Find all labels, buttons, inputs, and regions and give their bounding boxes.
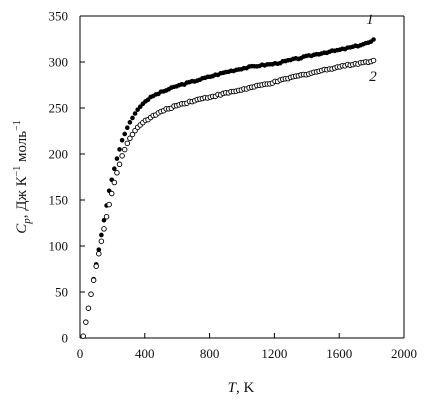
series-1-point	[145, 97, 151, 103]
series-1-point	[132, 111, 138, 116]
series-1-point	[119, 137, 125, 143]
series-2-point	[106, 201, 112, 208]
series-2-point	[114, 170, 120, 176]
y-tick-label: 50	[55, 285, 68, 300]
series-2-point	[124, 140, 131, 147]
series-1-point	[135, 107, 140, 112]
series-2-point	[370, 57, 377, 64]
series-label-2: 2	[369, 69, 377, 85]
y-tick-label: 250	[49, 101, 69, 116]
series-2-point	[96, 250, 102, 257]
series-2-point	[108, 190, 115, 197]
x-tick-label: 1600	[326, 346, 352, 361]
series-1-point	[99, 232, 104, 238]
series-1-point	[114, 156, 120, 161]
series-2	[80, 57, 377, 339]
x-tick-label: 2000	[391, 346, 417, 361]
y-tick-label: 300	[49, 55, 69, 70]
series-2-point	[98, 238, 105, 244]
y-axis-ticks: 0 50 100 150 200 250 300 350	[49, 9, 85, 346]
y-tick-label: 0	[62, 331, 69, 346]
x-axis-ticks: 0 400 800 1200 1600 2000	[77, 333, 417, 361]
x-tick-label: 800	[200, 346, 220, 361]
series-1-point	[127, 120, 133, 125]
series-2-point	[119, 153, 125, 159]
series-2-point	[90, 277, 97, 283]
plot-area	[79, 15, 405, 339]
y-tick-label: 200	[49, 147, 69, 162]
series-2-point	[129, 131, 136, 138]
series-1-point	[112, 166, 117, 172]
series-2-point	[85, 305, 92, 311]
series-2-point	[103, 213, 110, 220]
series-1-point	[130, 115, 135, 121]
series-2-point	[83, 319, 89, 325]
data-series	[80, 37, 377, 339]
series-2-point	[88, 291, 94, 297]
series-2-point	[111, 179, 118, 186]
series-label-1: 1	[366, 12, 374, 28]
series-2-point	[127, 135, 133, 142]
series-1-point	[117, 147, 122, 152]
x-axis-title: T, K	[228, 380, 255, 396]
series-1-point	[125, 125, 130, 130]
series-2-point	[80, 333, 86, 339]
series-2-point	[116, 161, 123, 168]
series-1-point	[101, 217, 107, 223]
series-2-point	[93, 263, 99, 269]
y-tick-label: 150	[49, 193, 69, 208]
series-1-point	[137, 104, 143, 110]
y-axis-title: Cp, Дж К−1 моль−1	[12, 120, 33, 234]
x-tick-label: 1200	[261, 346, 287, 361]
series-1-point	[122, 131, 128, 137]
series-1	[80, 37, 376, 339]
x-tick-label: 0	[77, 346, 84, 361]
series-2-point	[101, 226, 107, 232]
series-2-point	[121, 146, 128, 153]
series-1-point	[371, 37, 376, 42]
x-tick-label: 400	[135, 346, 155, 361]
y-tick-label: 100	[49, 239, 69, 254]
y-tick-label: 350	[49, 9, 69, 24]
